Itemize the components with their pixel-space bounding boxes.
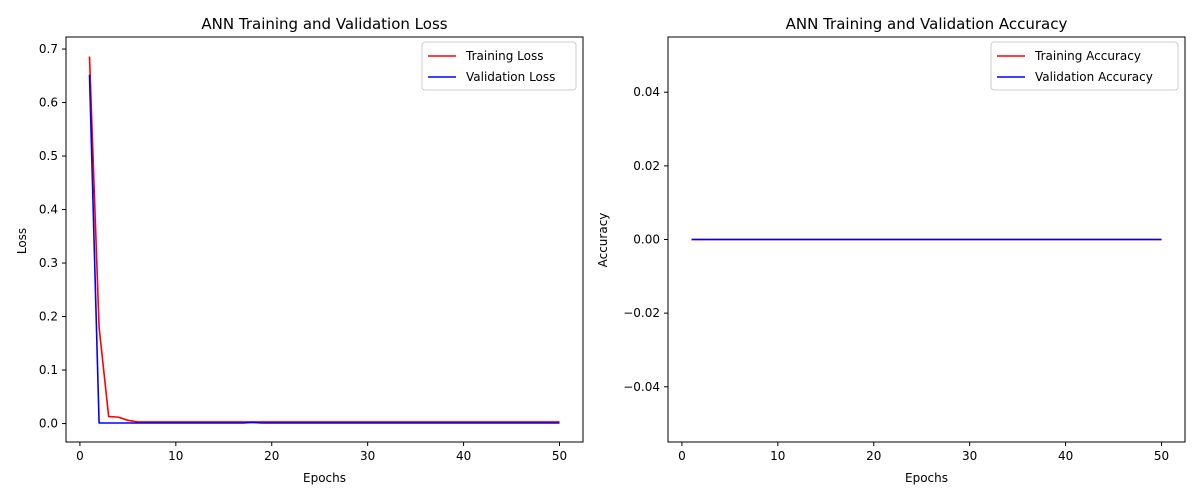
y-tick-label: 0.4 xyxy=(39,203,58,217)
x-tick-label: 50 xyxy=(552,449,567,463)
x-tick-label: 50 xyxy=(1154,449,1169,463)
x-tick-label: 30 xyxy=(962,449,977,463)
x-tick-label: 40 xyxy=(1058,449,1073,463)
x-tick-label: 30 xyxy=(360,449,375,463)
accuracy-chart-xlabel: Epochs xyxy=(905,471,948,485)
loss-chart-lines xyxy=(88,56,560,424)
loss-chart-title: ANN Training and Validation Loss xyxy=(201,15,447,33)
x-tick-label: 0 xyxy=(76,449,84,463)
y-tick-label: −0.04 xyxy=(623,380,660,394)
loss-chart-xlabel: Epochs xyxy=(303,471,346,485)
y-tick-label: 0.02 xyxy=(633,159,660,173)
series-line-training-loss xyxy=(88,56,560,423)
y-tick-label: 0.1 xyxy=(39,363,58,377)
x-tick-label: 0 xyxy=(678,449,686,463)
x-tick-label: 10 xyxy=(168,449,183,463)
legend-label-training-accuracy: Training Accuracy xyxy=(1034,49,1141,63)
loss-chart-axes-frame xyxy=(65,36,584,443)
accuracy-chart-title: ANN Training and Validation Accuracy xyxy=(786,15,1068,33)
y-tick-label: 0.00 xyxy=(633,233,660,247)
legend-label-training-loss: Training Loss xyxy=(465,49,543,63)
series-line-validation-loss xyxy=(88,74,560,424)
accuracy-chart: ANN Training and Validation Accuracy Epo… xyxy=(596,15,1186,485)
x-tick-label: 40 xyxy=(456,449,471,463)
y-tick-label: 0.04 xyxy=(633,85,660,99)
y-tick-label: 0.2 xyxy=(39,310,58,324)
accuracy-chart-ylabel: Accuracy xyxy=(596,213,610,268)
legend-label-validation-accuracy: Validation Accuracy xyxy=(1035,70,1153,84)
y-tick-label: −0.02 xyxy=(623,306,660,320)
y-tick-label: 0.5 xyxy=(39,149,58,163)
accuracy-chart-legend: Training Accuracy Validation Accuracy xyxy=(990,41,1179,91)
accuracy-chart-legend-box xyxy=(990,41,1179,91)
legend-label-validation-loss: Validation Loss xyxy=(466,70,555,84)
loss-chart: ANN Training and Validation Loss Epochs … xyxy=(15,15,584,485)
x-tick-label: 20 xyxy=(264,449,279,463)
accuracy-chart-axes-frame xyxy=(667,36,1186,443)
x-tick-label: 20 xyxy=(866,449,881,463)
accuracy-chart-ticks: 0 10 20 30 40 50 −0.04 −0.02 0.00 0.02 0.04 xyxy=(623,85,1169,463)
y-tick-label: 0.6 xyxy=(39,96,58,110)
y-tick-label: 0.0 xyxy=(39,417,58,431)
y-tick-label: 0.7 xyxy=(39,42,58,56)
loss-chart-ylabel: Loss xyxy=(15,228,29,254)
x-tick-label: 10 xyxy=(770,449,785,463)
loss-chart-ticks: 0 10 20 30 40 50 0.0 0.1 0.2 0.3 0.4 0.5 0.6 0.7 xyxy=(39,42,567,463)
loss-chart-legend: Training Loss Validation Loss xyxy=(421,41,577,91)
y-tick-label: 0.3 xyxy=(39,256,58,270)
loss-chart-legend-box xyxy=(421,41,577,91)
